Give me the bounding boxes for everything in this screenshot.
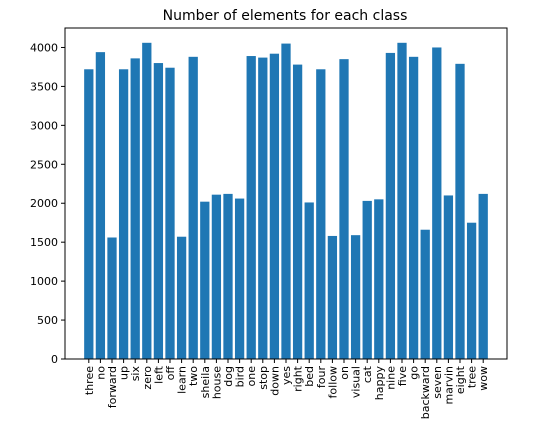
x-tick-label-seven: seven (431, 366, 444, 399)
x-tick-label-up: up (118, 366, 131, 380)
bar-follow (327, 235, 338, 359)
y-tick-label-3500: 3500 (30, 80, 58, 93)
x-tick-label-bed: bed (303, 366, 316, 387)
bar-dog (223, 193, 233, 359)
x-tick-label-down: down (268, 366, 281, 396)
x-tick-label-dog: dog (222, 366, 235, 387)
bar-bird (234, 198, 245, 359)
y-tick-label-4000: 4000 (30, 41, 58, 54)
x-tick-label-stop: stop (257, 366, 270, 390)
x-tick-label-six: six (129, 366, 142, 382)
x-tick-label-visual: visual (350, 366, 363, 398)
bar-zero (142, 42, 152, 360)
x-tick-label-right: right (292, 365, 305, 392)
bar-no (95, 52, 106, 359)
x-tick-label-follow: follow (326, 366, 339, 398)
bar-forward (107, 237, 117, 359)
y-tick-label-2500: 2500 (30, 158, 58, 171)
bar-seven (432, 47, 442, 359)
x-tick-label-off: off (164, 366, 177, 381)
y-tick-label-1000: 1000 (30, 275, 58, 288)
bar-wow (478, 193, 488, 359)
chart-title: Number of elements for each class (163, 8, 408, 24)
y-tick-label-2000: 2000 (30, 197, 58, 210)
y-tick-label-3000: 3000 (30, 119, 58, 132)
bar-eight (455, 63, 465, 359)
bar-yes (281, 43, 291, 359)
x-tick-label-tree: tree (466, 366, 479, 388)
x-tick-label-no: no (94, 366, 107, 380)
bar-two (188, 56, 198, 359)
bar-five (397, 42, 407, 360)
plot-frame (64, 27, 508, 360)
x-tick-label-wow: wow (477, 366, 490, 391)
bar-left (153, 63, 164, 360)
x-tick-label-bird: bird (234, 366, 247, 387)
x-tick-label-three: three (83, 366, 96, 395)
bar-go (408, 56, 419, 359)
x-tick-label-nine: nine (384, 366, 397, 390)
x-tick-label-go: go (408, 366, 421, 380)
x-tick-label-left: left (152, 365, 165, 384)
x-tick-label-backward: backward (419, 366, 432, 419)
bar-down (269, 53, 280, 359)
bar-right (292, 64, 303, 359)
bar-bed (304, 202, 314, 359)
x-tick-label-sheila: sheila (199, 366, 212, 398)
x-tick-label-one: one (245, 366, 258, 387)
y-tick-label-1500: 1500 (30, 236, 58, 249)
bar-stop (258, 57, 268, 359)
bar-up (118, 69, 129, 359)
x-tick-label-marvin: marvin (442, 366, 455, 405)
bar-visual (350, 235, 361, 359)
bar-backward (420, 229, 430, 359)
bar-off (165, 67, 175, 359)
x-tick-label-happy: happy (373, 366, 386, 401)
x-axis: threenoforwardupsixzeroleftofflearntwosh… (83, 359, 490, 419)
bar-nine (385, 52, 396, 360)
bar-marvin (443, 195, 454, 359)
bar-house (211, 194, 222, 359)
bar-tree (466, 222, 477, 359)
x-tick-label-yes: yes (280, 366, 293, 385)
y-tick-label-500: 500 (37, 314, 58, 327)
bars-layer (84, 42, 488, 360)
x-tick-label-house: house (210, 366, 223, 399)
y-axis: 0 500 1000 1500 2000 2500 3000 3500 4000 (30, 41, 65, 366)
x-tick-label-four: four (315, 366, 328, 389)
x-tick-label-five: five (396, 366, 409, 386)
bar-six (130, 58, 140, 360)
x-tick-label-two: two (187, 366, 200, 386)
x-tick-label-eight: eight (454, 365, 467, 394)
bar-happy (374, 199, 384, 359)
bar-on (339, 59, 349, 360)
x-tick-label-cat: cat (361, 365, 374, 383)
y-tick-label-0: 0 (51, 353, 58, 366)
bar-three (84, 69, 94, 359)
x-tick-label-forward: forward (106, 366, 119, 408)
bar-learn (176, 236, 187, 359)
bar-four (316, 69, 326, 359)
x-tick-label-zero: zero (141, 366, 154, 390)
bar-sheila (200, 201, 210, 359)
bar-cat (362, 200, 372, 359)
x-tick-label-learn: learn (176, 366, 189, 394)
bar-one (246, 56, 256, 359)
x-tick-label-on: on (338, 366, 351, 380)
